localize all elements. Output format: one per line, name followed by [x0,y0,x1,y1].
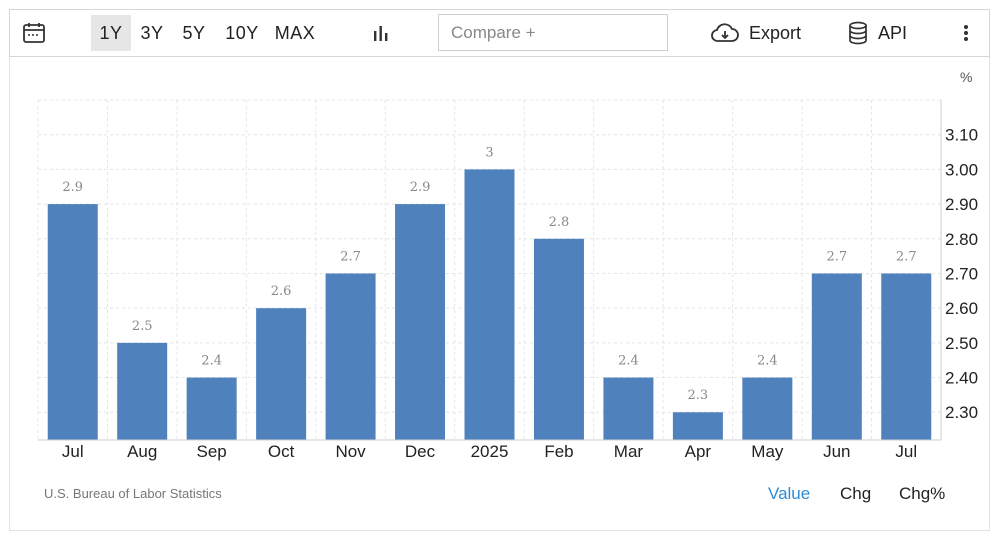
bar [603,377,654,440]
value-tab[interactable]: Value [768,484,811,503]
cloud-download-icon [710,22,740,44]
y-tick-label: 2.50 [945,334,978,353]
x-tick-label: Jul [62,442,84,461]
bar [47,204,98,440]
y-tick-label: 2.60 [945,299,978,318]
export-button[interactable]: Export [710,10,801,56]
x-tick-label: Feb [544,442,573,461]
x-tick-label: Nov [335,442,366,461]
chg-tab[interactable]: Chg [840,484,872,503]
data-label: 2.8 [549,215,570,230]
range-button-3y[interactable]: 3Y [140,22,164,43]
data-label: 3 [485,145,493,160]
y-tick-label: 3.00 [945,160,978,179]
bar [464,169,515,440]
chart-type-icon[interactable] [371,10,391,56]
unit-label: % [960,69,973,85]
api-button[interactable]: API [848,10,907,56]
bar [325,273,376,440]
data-label: 2.7 [340,249,361,264]
data-label: 2.9 [410,180,431,195]
x-tick-label: Apr [685,442,712,461]
x-tick-label: Sep [197,442,227,461]
range-button-10y[interactable]: 10Y [225,22,259,43]
y-tick-label: 2.70 [945,264,978,283]
bar [881,273,932,440]
bar [811,273,862,440]
bar [117,342,168,440]
x-tick-label: Dec [405,442,436,461]
y-tick-label: 2.40 [945,369,978,388]
data-label: 2.7 [896,249,917,264]
x-tick-label: Oct [268,442,295,461]
database-icon [848,21,868,45]
bar [742,377,793,440]
data-label: 2.6 [271,284,292,299]
data-label: 2.4 [757,354,778,369]
y-tick-label: 2.30 [945,403,978,422]
range-button-5y[interactable]: 5Y [182,22,206,43]
calendar-icon[interactable] [22,10,46,56]
api-label: API [878,22,908,43]
bar [533,238,584,440]
data-label: 2.4 [618,354,639,369]
x-tick-label: 2025 [471,442,509,461]
bar [256,308,307,440]
data-label: 2.4 [201,354,222,369]
y-tick-label: 2.80 [945,230,978,249]
x-tick-label: Aug [127,442,157,461]
bar [186,377,237,440]
x-tick-label: Jul [895,442,917,461]
y-tick-label: 2.90 [945,195,978,214]
chg-percent-tab[interactable]: Chg% [899,484,946,503]
x-tick-label: Mar [614,442,644,461]
more-options-icon[interactable] [956,10,976,56]
data-label: 2.3 [688,388,709,403]
data-label: 2.5 [132,319,153,334]
range-button-max[interactable]: MAX [274,22,316,43]
source-label: U.S. Bureau of Labor Statistics [44,486,222,501]
compare-input[interactable]: Compare + [438,14,668,51]
bar [395,204,446,440]
toolbar: 1Y 3Y 5Y 10Y MAX Compare + Export [9,9,990,57]
x-tick-label: May [751,442,784,461]
export-label: Export [749,22,802,43]
x-tick-label: Jun [823,442,850,461]
y-tick-label: 3.10 [945,126,978,145]
bar [672,412,723,440]
data-label: 2.9 [62,180,83,195]
data-label: 2.7 [826,249,847,264]
range-button-1y[interactable]: 1Y [91,15,131,51]
